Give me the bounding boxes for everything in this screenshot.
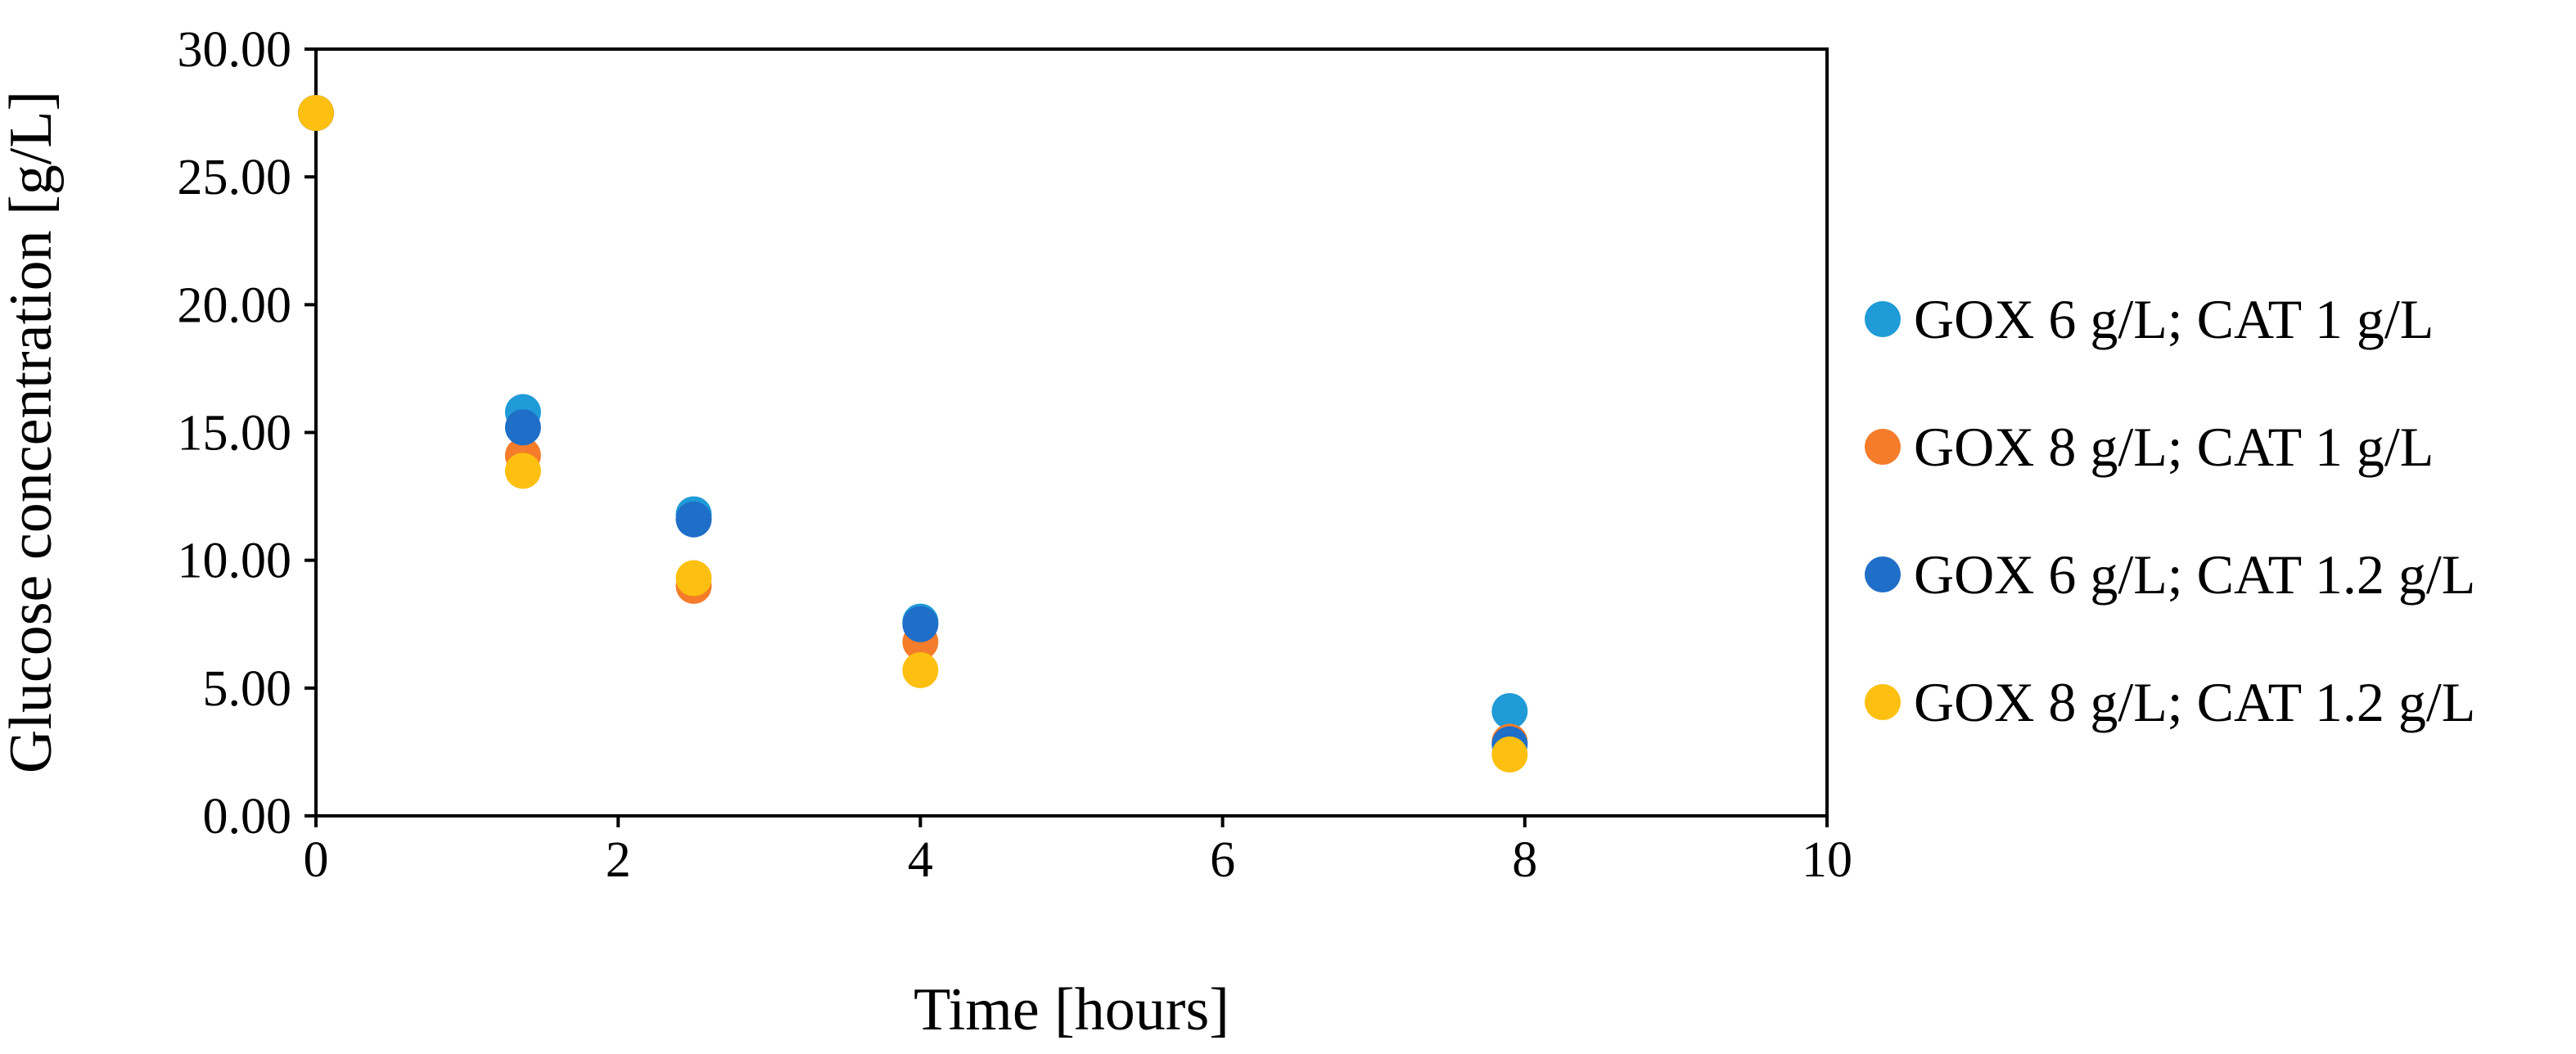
y-tick-label: 5.00	[203, 661, 292, 717]
legend-label: GOX 8 g/L; CAT 1.2 g/L	[1914, 671, 2475, 733]
data-point-series-3	[902, 606, 939, 642]
x-axis-title: Time [hours]	[914, 976, 1229, 1043]
y-tick-label: 15.00	[178, 406, 292, 462]
y-axis-title: Glucose concentration [g/L]	[0, 91, 65, 773]
legend-item: GOX 8 g/L; CAT 1.2 g/L	[1865, 671, 2475, 733]
x-tick-label: 2	[606, 832, 631, 888]
data-points	[298, 95, 1528, 773]
y-tick-label: 30.00	[178, 22, 292, 78]
data-point-series-3	[504, 409, 541, 446]
legend-marker	[1865, 429, 1901, 465]
y-tick-label: 10.00	[178, 534, 292, 589]
y-axis-ticks: 0.00 5.00 10.00 15.00 20.00 25.00 30.00	[178, 22, 316, 845]
legend-marker	[1865, 556, 1901, 592]
legend: GOX 6 g/L; CAT 1 g/L GOX 8 g/L; CAT 1 g/L…	[1865, 288, 2475, 733]
legend-item: GOX 6 g/L; CAT 1 g/L	[1865, 288, 2434, 350]
data-point-series-4	[675, 560, 712, 597]
legend-marker	[1865, 301, 1901, 337]
x-tick-label: 6	[1210, 832, 1235, 888]
legend-label: GOX 6 g/L; CAT 1.2 g/L	[1914, 543, 2475, 606]
data-point-series-4	[902, 651, 939, 688]
data-point-series-4	[298, 95, 334, 132]
data-point-series-3	[675, 501, 712, 538]
plot-area	[314, 47, 1829, 818]
legend-marker	[1865, 684, 1901, 720]
x-axis-ticks: 0 2 4 6 8 10	[304, 816, 1852, 888]
x-tick-label: 8	[1512, 832, 1537, 888]
y-tick-label: 25.00	[178, 150, 292, 205]
y-tick-label: 0.00	[203, 789, 292, 845]
x-tick-label: 4	[908, 832, 933, 888]
y-tick-label: 20.00	[178, 277, 292, 333]
legend-label: GOX 6 g/L; CAT 1 g/L	[1914, 288, 2434, 350]
legend-label: GOX 8 g/L; CAT 1 g/L	[1914, 416, 2434, 478]
data-point-series-1	[1491, 692, 1528, 729]
legend-item: GOX 8 g/L; CAT 1 g/L	[1865, 416, 2434, 478]
data-point-series-4	[504, 453, 541, 489]
data-point-series-4	[1491, 736, 1528, 773]
x-tick-label: 10	[1802, 832, 1852, 888]
x-tick-label: 0	[304, 832, 329, 888]
legend-item: GOX 6 g/L; CAT 1.2 g/L	[1865, 543, 2475, 606]
